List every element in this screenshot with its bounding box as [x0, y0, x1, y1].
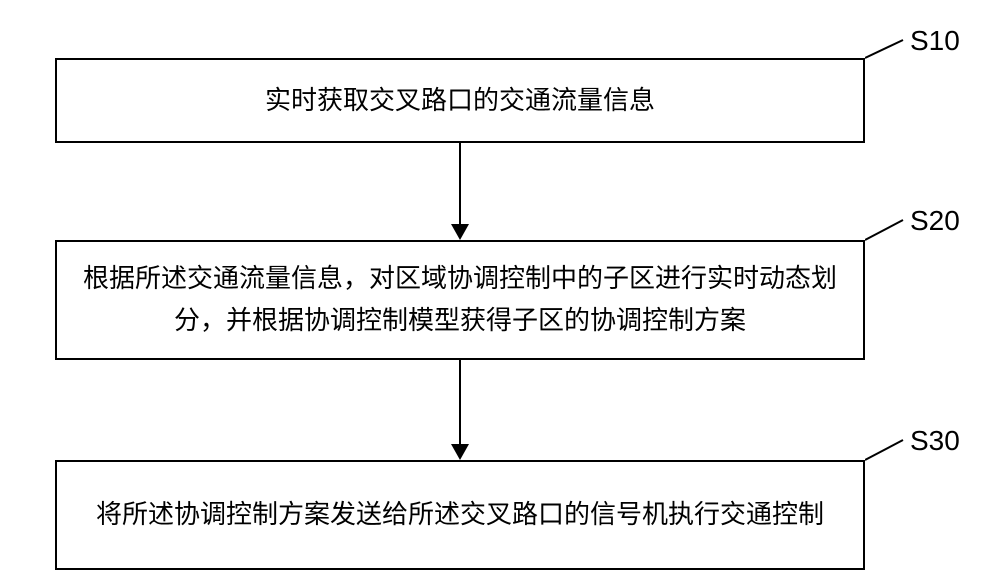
arrow-head-s20-s30: [451, 444, 469, 460]
flow-node-s20: 根据所述交通流量信息，对区域协调控制中的子区进行实时动态划分，并根据协调控制模型…: [55, 240, 865, 360]
arrow-head-s10-s20: [451, 224, 469, 240]
flow-node-s10-text: 实时获取交叉路口的交通流量信息: [265, 80, 655, 122]
arrow-s20-s30: [459, 360, 461, 444]
leader-line-s10: [865, 38, 905, 62]
flow-label-s20: S20: [910, 205, 960, 237]
flow-node-s30-text: 将所述协调控制方案发送给所述交叉路口的信号机执行交通控制: [96, 494, 824, 536]
leader-line-s30: [865, 438, 905, 464]
flow-label-s30: S30: [910, 425, 960, 457]
leader-line-s20: [865, 218, 905, 244]
flow-node-s30: 将所述协调控制方案发送给所述交叉路口的信号机执行交通控制: [55, 460, 865, 570]
flow-node-s10: 实时获取交叉路口的交通流量信息: [55, 58, 865, 143]
flow-label-s10: S10: [910, 25, 960, 57]
flowchart-canvas: 实时获取交叉路口的交通流量信息 S10 根据所述交通流量信息，对区域协调控制中的…: [0, 0, 1000, 586]
arrow-s10-s20: [459, 143, 461, 224]
flow-node-s20-text: 根据所述交通流量信息，对区域协调控制中的子区进行实时动态划分，并根据协调控制模型…: [77, 258, 843, 341]
